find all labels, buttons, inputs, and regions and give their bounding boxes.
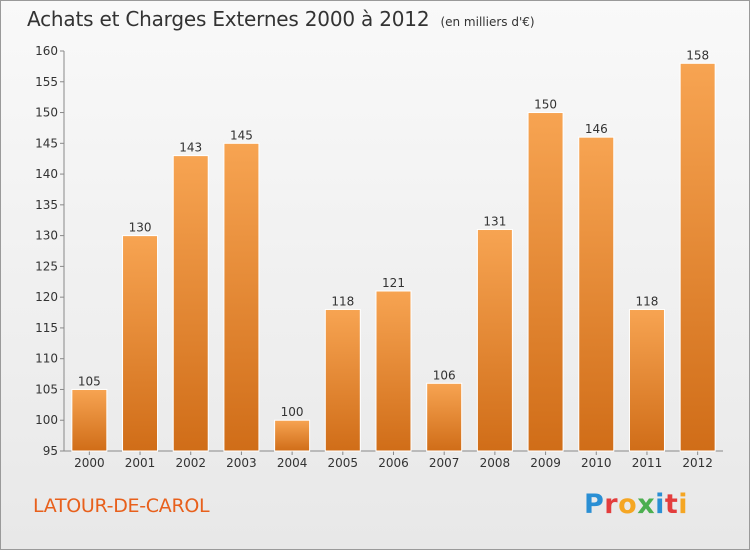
x-tick-label: 2006: [378, 456, 409, 470]
commune-name: LATOUR-DE-CAROL: [33, 495, 210, 517]
bar-2000: [71, 388, 108, 452]
x-tick-label: 2004: [277, 456, 308, 470]
y-tick-label: 120: [35, 290, 58, 304]
bar-2009: [527, 112, 564, 452]
logo-letter: o: [618, 489, 638, 520]
y-tick-label: 145: [35, 136, 58, 150]
y-tick-label: 140: [35, 167, 58, 181]
x-tick-label: 2008: [480, 456, 511, 470]
x-tick-label: 2012: [682, 456, 713, 470]
bar-2006: [375, 290, 412, 452]
bar-2007: [426, 382, 463, 452]
bar-2011: [628, 308, 665, 452]
bar-2008: [476, 228, 513, 452]
y-tick-label: 95: [43, 444, 58, 458]
bar-2001: [122, 235, 159, 452]
data-label: 118: [331, 294, 354, 308]
logo-letter: r: [604, 489, 619, 520]
data-label: 130: [129, 221, 152, 235]
data-label: 106: [433, 368, 456, 382]
data-label: 150: [534, 98, 557, 112]
chart-unit-text: (en milliers d'€): [440, 15, 535, 29]
data-label: 121: [382, 276, 405, 290]
data-labels: 105 130 143 145 100 118 121 106 131 150 146 118 158: [78, 48, 709, 419]
x-tick-label: 2011: [632, 456, 663, 470]
bar-2005: [324, 308, 361, 452]
x-tick-label: 2007: [429, 456, 460, 470]
y-tick-label: 155: [35, 75, 58, 89]
bar-2012: [679, 62, 716, 452]
y-tick-label: 135: [35, 198, 58, 212]
bar-2004: [274, 419, 311, 452]
y-tick-label: 150: [35, 106, 58, 120]
logo-letter: i: [678, 489, 689, 520]
logo-letter: x: [637, 489, 656, 520]
data-label: 100: [281, 405, 304, 419]
data-label: 143: [179, 141, 202, 155]
x-tick-label: 2003: [226, 456, 257, 470]
proxiti-logo: Proxiti: [584, 489, 688, 520]
y-tick-label: 160: [35, 44, 58, 58]
logo-letter: i: [655, 489, 665, 520]
y-tick-label: 125: [35, 259, 58, 273]
chart-title-text: Achats et Charges Externes 2000 à 2012: [27, 7, 430, 31]
y-tick-label: 130: [35, 229, 58, 243]
data-label: 105: [78, 374, 101, 388]
logo-letter: t: [664, 489, 679, 520]
data-label: 145: [230, 128, 253, 142]
bar-2002: [172, 155, 209, 452]
x-tick-label: 2010: [581, 456, 612, 470]
y-tick-label: 105: [35, 382, 58, 396]
y-tick-label: 110: [35, 352, 58, 366]
bar-2010: [578, 136, 615, 452]
x-tick-label: 2000: [74, 456, 105, 470]
data-label: 131: [483, 214, 506, 228]
data-label: 158: [686, 48, 709, 62]
axes: 95 100 105 110 115 120 125 130 135 140 145 150 155 16…: [35, 44, 723, 470]
x-tick-label: 2001: [125, 456, 156, 470]
data-label: 118: [636, 294, 659, 308]
x-tick-label: 2005: [328, 456, 359, 470]
x-tick-label: 2002: [175, 456, 206, 470]
y-tick-label: 115: [35, 321, 58, 335]
data-label: 146: [585, 122, 608, 136]
bars: [71, 62, 716, 452]
bar-2003: [223, 142, 260, 452]
x-tick-label: 2009: [530, 456, 561, 470]
y-tick-label: 100: [35, 413, 58, 427]
logo-letter: P: [584, 489, 605, 520]
chart-title: Achats et Charges Externes 2000 à 2012 (…: [27, 7, 535, 31]
